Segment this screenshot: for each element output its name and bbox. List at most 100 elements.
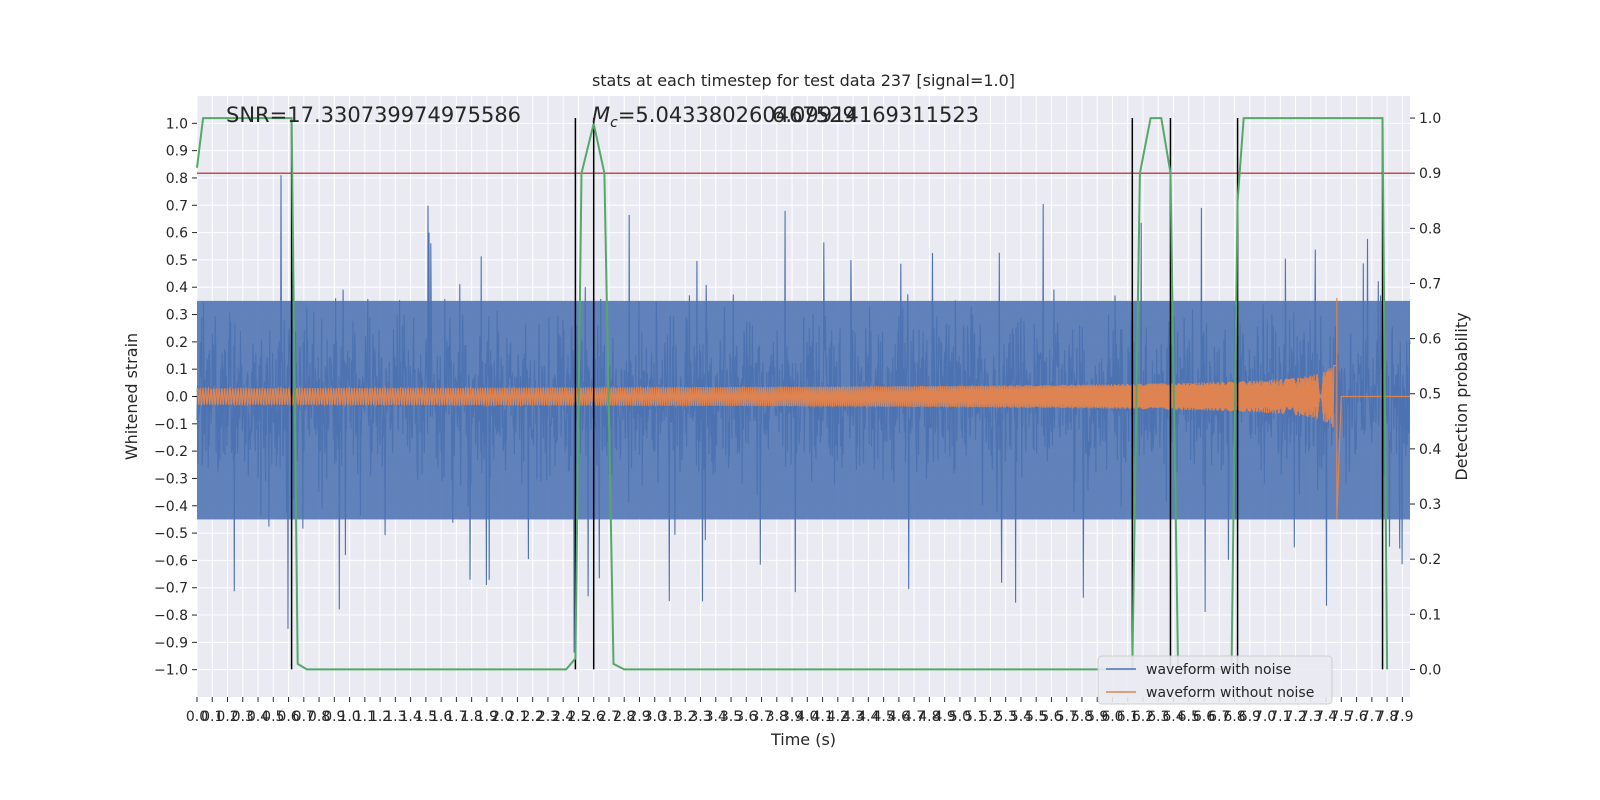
- x-tick-label: 6.4: [1162, 709, 1184, 725]
- x-tick-label: 7.8: [1376, 709, 1398, 725]
- x-tick-label: 2.3: [537, 709, 559, 725]
- legend-box: [1097, 655, 1333, 705]
- x-tick-label: 1.8: [461, 709, 483, 725]
- y-tick-label: −0.6: [154, 553, 188, 569]
- x-tick-label: 2.2: [522, 709, 544, 725]
- x-tick-label: 4.1: [811, 709, 833, 725]
- y-tick-label: 0.6: [166, 226, 188, 242]
- x-tick-label: 4.7: [903, 709, 925, 725]
- y-tick-label: −0.5: [154, 526, 188, 542]
- x-tick-label: 6.2: [1132, 709, 1154, 725]
- x-tick-label: 2.5: [567, 709, 589, 725]
- x-tick-label: 0.1: [201, 709, 223, 725]
- y-tick-label: 0.3: [166, 308, 188, 324]
- y-tick-label: 0.0: [166, 390, 188, 406]
- x-tick-label: 0.4: [247, 709, 269, 725]
- legend: waveform with noise waveform without noi…: [1097, 655, 1333, 705]
- legend-entry-clean: waveform without noise: [1146, 685, 1314, 701]
- x-tick-label: 7.5: [1330, 709, 1352, 725]
- y2-tick-label: 1.0: [1419, 111, 1441, 127]
- x-tick-label: 0.8: [308, 709, 330, 725]
- y-tick-label: 0.7: [166, 198, 188, 214]
- y-tick-label: 0.4: [166, 280, 188, 296]
- x-tick-label: 6.5: [1178, 709, 1200, 725]
- x-tick-label: 5.8: [1071, 709, 1093, 725]
- x-tick-label: 3.5: [720, 709, 742, 725]
- y2-tick-label: 0.3: [1419, 497, 1441, 513]
- x-tick-label: 0.6: [277, 709, 299, 725]
- x-tick-label: 5.6: [1040, 709, 1062, 725]
- x-tick-label: 3.0: [644, 709, 666, 725]
- x-tick-label: 5.1: [964, 709, 986, 725]
- x-tick-label: 2.8: [613, 709, 635, 725]
- x-tick-label: 7.0: [1254, 709, 1276, 725]
- x-tick-label: 5.4: [1010, 709, 1032, 725]
- axis-ticks: 0.00.10.20.30.40.50.60.70.80.91.01.11.21…: [154, 111, 1441, 725]
- y2-tick-label: 0.8: [1419, 221, 1441, 237]
- mc-subscript: c: [610, 115, 618, 131]
- x-tick-label: 4.3: [842, 709, 864, 725]
- x-tick-label: 1.0: [338, 709, 360, 725]
- x-tick-label: 0.2: [216, 709, 238, 725]
- chirp-mass-annotation: Mc=5.043380260467529: [592, 103, 856, 131]
- x-tick-label: 1.6: [430, 709, 452, 725]
- x-tick-label: 5.3: [995, 709, 1017, 725]
- x-tick-label: 6.9: [1239, 709, 1261, 725]
- mc-symbol: M: [592, 103, 610, 127]
- x-tick-label: 2.6: [583, 709, 605, 725]
- x-tick-label: 7.3: [1300, 709, 1322, 725]
- y2-axis-label: Detection probability: [1452, 312, 1471, 480]
- x-tick-label: 7.1: [1269, 709, 1291, 725]
- x-tick-label: 3.1: [659, 709, 681, 725]
- x-tick-label: 5.5: [1025, 709, 1047, 725]
- y-tick-label: −0.1: [154, 417, 188, 433]
- snr-annotation: SNR=17.330739974975586: [226, 103, 521, 127]
- x-tick-label: 1.9: [476, 709, 498, 725]
- x-tick-label: 3.7: [750, 709, 772, 725]
- y-tick-label: 0.1: [166, 362, 188, 378]
- x-tick-label: 7.9: [1391, 709, 1413, 725]
- x-tick-label: 7.6: [1345, 709, 1367, 725]
- y-tick-label: 0.5: [166, 253, 188, 269]
- y-tick-label: 0.9: [166, 144, 188, 160]
- y2-tick-label: 0.5: [1419, 387, 1441, 403]
- x-tick-label: 5.9: [1086, 709, 1108, 725]
- series-waveform-without-noise: [196, 298, 1410, 520]
- x-tick-label: 0.3: [232, 709, 254, 725]
- y2-tick-label: 0.6: [1419, 332, 1441, 348]
- y2-tick-label: 0.2: [1419, 552, 1441, 568]
- x-tick-label: 3.3: [689, 709, 711, 725]
- y2-tick-label: 0.4: [1419, 442, 1441, 458]
- y-tick-label: −0.7: [154, 581, 188, 597]
- x-tick-label: 6.0: [1101, 709, 1123, 725]
- x-tick-label: 6.8: [1223, 709, 1245, 725]
- x-tick-label: 3.2: [674, 709, 696, 725]
- y-tick-label: −0.8: [154, 608, 188, 624]
- x-tick-label: 1.5: [415, 709, 437, 725]
- x-tick-label: 3.8: [766, 709, 788, 725]
- y-tick-label: 0.2: [166, 335, 188, 351]
- y-tick-label: −0.9: [154, 635, 188, 651]
- x-tick-label: 2.0: [491, 709, 513, 725]
- x-tick-label: 3.9: [781, 709, 803, 725]
- x-tick-label: 5.2: [979, 709, 1001, 725]
- x-tick-label: 4.4: [857, 709, 879, 725]
- y2-tick-label: 0.1: [1419, 607, 1441, 623]
- y-tick-label: 0.8: [166, 171, 188, 187]
- x-tick-label: 2.7: [598, 709, 620, 725]
- x-tick-label: 1.7: [445, 709, 467, 725]
- x-tick-label: 4.9: [934, 709, 956, 725]
- y-tick-label: −0.4: [154, 499, 188, 515]
- probability-trace: [196, 117, 1389, 671]
- chirp-trace: [196, 298, 1410, 520]
- x-tick-label: 4.6: [888, 709, 910, 725]
- x-tick-label: 5.7: [1056, 709, 1078, 725]
- y-tick-label: −0.3: [154, 471, 188, 487]
- x-tick-label: 4.5: [872, 709, 894, 725]
- x-tick-label: 1.2: [369, 709, 391, 725]
- x-tick-label: 1.3: [384, 709, 406, 725]
- series-detection-probability: [196, 117, 1389, 671]
- x-tick-label: 4.0: [796, 709, 818, 725]
- x-tick-label: 4.2: [827, 709, 849, 725]
